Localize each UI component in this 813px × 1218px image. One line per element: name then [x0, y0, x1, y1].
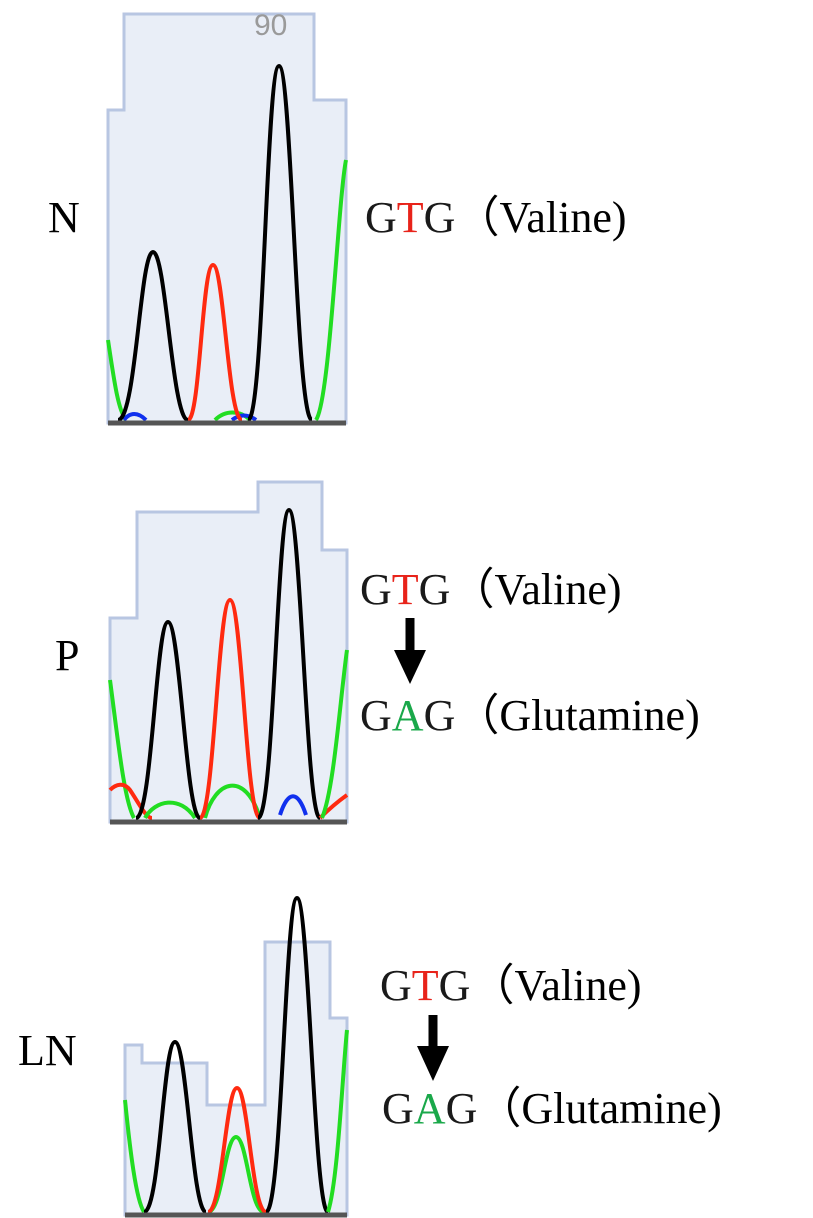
- mutation-arrow: [394, 618, 426, 684]
- amino-acid: （Glutamine): [455, 691, 699, 740]
- chromatogram-ln: [125, 898, 347, 1215]
- base: G: [446, 1084, 478, 1133]
- base: G: [360, 565, 392, 614]
- figure: N90GTG（Valine)PGTG（Valine)GAG（Glutamine)…: [0, 0, 813, 1218]
- base: T: [412, 961, 439, 1010]
- position-label: 90: [254, 9, 287, 42]
- base: T: [392, 565, 419, 614]
- amino-acid: （Valine): [455, 193, 626, 242]
- base: A: [392, 691, 424, 740]
- amino-acid: （Valine): [470, 961, 641, 1010]
- mutation-arrow: [417, 1015, 449, 1081]
- codon-text: GTG（Valine): [380, 961, 642, 1010]
- panel-label: N: [48, 193, 80, 242]
- base: G: [424, 691, 456, 740]
- base: G: [439, 961, 471, 1010]
- chromatogram-n: [108, 14, 346, 423]
- panel-label: LN: [18, 1026, 77, 1075]
- amino-acid: （Glutamine): [477, 1084, 721, 1133]
- base: G: [424, 193, 456, 242]
- base: G: [365, 193, 397, 242]
- codon-text: GAG（Glutamine): [382, 1084, 722, 1133]
- amino-acid: （Valine): [450, 565, 621, 614]
- codon-text: GTG（Valine): [360, 565, 622, 614]
- base: G: [380, 961, 412, 1010]
- base: G: [419, 565, 451, 614]
- base: G: [382, 1084, 414, 1133]
- panel-label: P: [55, 631, 79, 680]
- base: T: [397, 193, 424, 242]
- codon-text: GAG（Glutamine): [360, 691, 700, 740]
- base: G: [360, 691, 392, 740]
- base: A: [414, 1084, 446, 1133]
- codon-text: GTG（Valine): [365, 193, 627, 242]
- chromatogram-p: [110, 482, 347, 822]
